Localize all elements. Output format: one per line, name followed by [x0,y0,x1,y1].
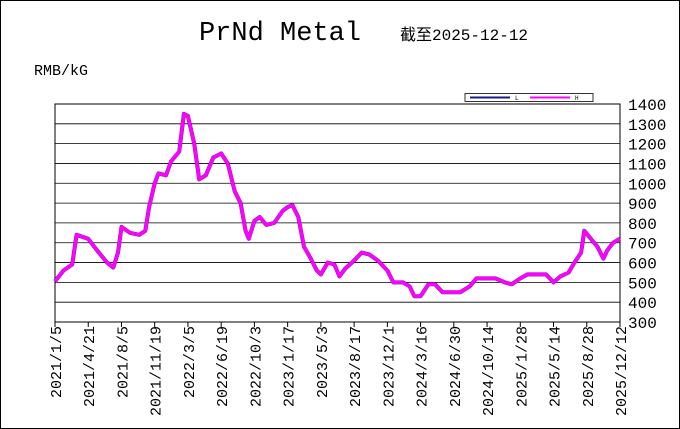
chart-title: PrNd Metal [199,19,361,49]
x-tick-label: 2021/8/5 [115,326,132,398]
y-tick-label: 900 [628,196,657,214]
x-tick-label: 2023/5/3 [315,326,332,398]
x-tick-label: 2024/10/14 [481,326,498,416]
x-tick-label: 2025/8/28 [581,326,598,407]
y-tick-label: 1400 [628,97,666,115]
y-tick-label: 1300 [628,117,666,135]
y-tick-label: 400 [628,295,657,313]
x-tick-label: 2021/4/21 [82,326,99,407]
x-tick-label: 2023/12/1 [381,326,398,407]
x-tick-label: 2021/11/19 [149,326,166,416]
y-tick-label: 800 [628,216,657,234]
legend-label: H [575,95,579,102]
x-tick-label: 2022/6/19 [215,326,232,407]
legend-box [464,93,594,102]
y-axis-label: RMB/kG [34,63,88,80]
x-tick-label: 2023/8/17 [348,326,365,407]
y-tick-label: 500 [628,275,657,293]
x-tick-label: 2022/10/3 [248,326,265,407]
x-tick-label: 2022/3/5 [182,326,199,398]
y-tick-label: 1200 [628,137,666,155]
y-tick-label: 300 [628,315,657,333]
x-tick-label: 2024/3/16 [415,326,432,407]
x-tick-label: 2021/1/5 [49,326,66,398]
x-tick-label: 2024/6/30 [448,326,465,407]
x-tick-label: 2025/1/28 [514,326,531,407]
x-tick-label: 2025/5/14 [548,326,565,407]
y-tick-label: 600 [628,256,657,274]
x-tick-label: 2023/1/17 [282,326,299,407]
x-tick-label: 2025/12/12 [614,326,631,416]
series-line [53,112,621,298]
y-tick-label: 1000 [628,176,666,194]
y-tick-label: 700 [628,236,657,254]
legend-label: L [515,95,519,102]
chart-subtitle: 截至2025-12-12 [400,26,528,45]
y-tick-label: 1100 [628,156,666,174]
